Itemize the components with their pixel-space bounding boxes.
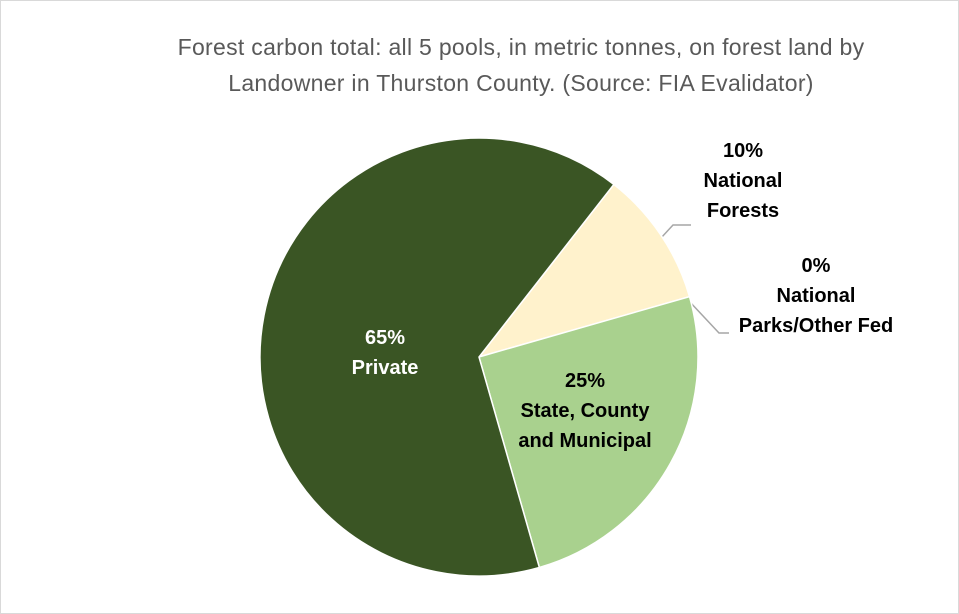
category-label: Private	[351, 357, 419, 379]
value-label: 65%	[364, 327, 406, 349]
value-label: 10%	[722, 140, 764, 162]
value-label: 25%	[564, 370, 606, 392]
category-label: State, County and Municipal	[518, 400, 652, 452]
pie-slice	[476, 183, 691, 359]
data-label: 65% Private	[325, 323, 445, 383]
category-label: National Parks/Other Fed	[738, 285, 894, 337]
value-label: 0%	[801, 255, 831, 277]
leader-line	[688, 300, 729, 334]
data-label: 10% National Forests	[683, 136, 803, 226]
pie-slice	[259, 137, 615, 577]
category-label: National Forests	[703, 170, 783, 222]
data-label: 25% State, County and Municipal	[505, 366, 665, 456]
leader-line	[660, 224, 691, 239]
pie-slice	[478, 295, 699, 569]
data-label: 0% National Parks/Other Fed	[724, 251, 909, 341]
chart-title: Forest carbon total: all 5 pools, in met…	[177, 34, 865, 96]
